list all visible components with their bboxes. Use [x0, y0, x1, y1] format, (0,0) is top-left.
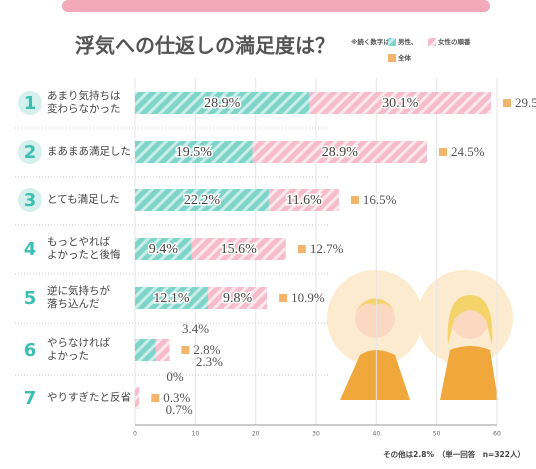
rank-label: 1	[24, 93, 37, 114]
value-label: 28.9%	[204, 96, 241, 111]
legend-note: ※続く数字は	[351, 37, 390, 46]
value-label: 0%	[166, 369, 184, 384]
value-label: 28.9%	[322, 145, 359, 160]
legend-swatch	[388, 54, 396, 62]
value-label: 9.8%	[223, 291, 253, 306]
rank-badge	[18, 140, 42, 164]
total-label: 2.8%	[193, 342, 220, 357]
footnote: その他は2.8% （単一回答 n=322人）	[383, 449, 525, 459]
total-label: 0.3%	[163, 390, 190, 405]
total-marker	[297, 245, 306, 253]
chart-title: 浮気への仕返しの満足度は？	[75, 34, 335, 58]
value-label: 2.3%	[196, 354, 223, 369]
value-label: 3.4%	[182, 321, 209, 336]
total-label: 12.7%	[310, 241, 344, 256]
category-label: まあまあ満足した	[47, 145, 131, 158]
rank-badge	[18, 91, 42, 115]
value-label: 19.5%	[176, 145, 213, 160]
bar	[191, 238, 286, 260]
rank-label: 2	[24, 142, 37, 163]
legend-label: 女性の順番	[438, 37, 471, 46]
category-label: あまり気持ちは 変わらなかった	[47, 90, 121, 115]
rank-label: 5	[24, 288, 37, 309]
bar	[135, 141, 253, 163]
x-tick-label: 20	[252, 431, 260, 438]
total-label: 16.5%	[363, 192, 397, 207]
value-label: 22.2%	[184, 193, 221, 208]
category-label: とても満足した	[47, 193, 120, 206]
category-label: やらなければ よかった	[47, 337, 110, 362]
value-label: 0.7%	[166, 402, 193, 417]
rank-badge	[18, 188, 42, 212]
bar	[208, 287, 268, 309]
category-label: やりすぎたと反省	[47, 391, 131, 404]
bar	[252, 141, 428, 163]
bar	[268, 189, 339, 211]
value-label: 12.1%	[153, 291, 190, 306]
total-marker	[502, 99, 511, 107]
rank-label: 7	[24, 388, 37, 409]
value-label: 15.6%	[221, 242, 258, 257]
x-tick-label: 10	[192, 431, 200, 438]
x-tick-label: 30	[312, 431, 320, 438]
total-marker	[151, 394, 160, 402]
value-label: 9.4%	[149, 242, 179, 257]
bar	[135, 339, 156, 361]
legend-label: 全体	[397, 53, 412, 62]
total-label: 24.5%	[451, 144, 485, 159]
rank-label: 3	[24, 190, 37, 211]
rank-label: 6	[24, 340, 37, 361]
legend-label: 男性、	[397, 37, 418, 46]
bar	[135, 387, 140, 409]
top-banner	[62, 0, 490, 12]
total-marker	[350, 196, 359, 204]
value-label: 11.6%	[286, 193, 322, 208]
illustration	[327, 270, 513, 400]
category-label: もっとやれば よかったと後悔	[47, 236, 121, 261]
x-tick-label: 60	[493, 431, 501, 438]
legend-swatch	[428, 38, 436, 46]
total-marker	[279, 294, 288, 302]
x-tick-label: 0	[133, 431, 137, 438]
total-marker	[181, 346, 190, 354]
value-label: 30.1%	[382, 96, 419, 111]
total-marker	[439, 148, 448, 156]
legend-swatch	[388, 38, 396, 46]
category-label: 逆に気持ちが 落ち込んだ	[47, 285, 110, 310]
bar	[155, 339, 170, 361]
total-label: 29.5%	[515, 95, 536, 110]
bar	[309, 92, 491, 114]
bar	[135, 287, 209, 309]
total-label: 10.9%	[291, 290, 325, 305]
x-tick-label: 40	[373, 431, 381, 438]
rank-label: 4	[24, 239, 37, 260]
x-tick-label: 50	[433, 431, 441, 438]
bar	[135, 92, 310, 114]
bar	[135, 189, 269, 211]
bar	[135, 238, 192, 260]
